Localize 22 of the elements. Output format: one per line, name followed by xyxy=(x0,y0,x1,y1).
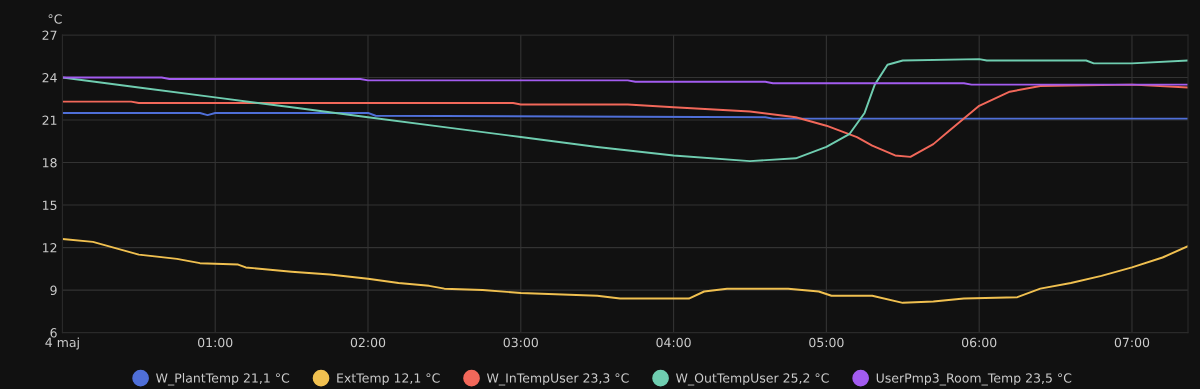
x-tick-label: 06:00 xyxy=(961,337,997,348)
y-tick-label: 24 xyxy=(42,72,57,83)
x-tick-label: 02:00 xyxy=(350,337,386,348)
x-tick-label: 4 maj xyxy=(45,337,79,350)
y-tick-label: 27 xyxy=(42,30,57,40)
x-tick-label: 03:00 xyxy=(503,337,538,348)
x-tick-label: 04:00 xyxy=(656,337,691,348)
y-tick-label: 6 xyxy=(50,328,57,338)
y-tick-label: 21 xyxy=(42,115,57,125)
legend-label: W_PlantTemp 21,1 °C xyxy=(156,373,290,386)
y-tick-label: 12 xyxy=(43,243,57,253)
y-tick-label: 18 xyxy=(43,158,57,168)
legend-label: UserPmp3_Room_Temp 23,5 °C xyxy=(876,373,1072,386)
legend-label: W_InTempUser 23,3 °C xyxy=(486,373,629,386)
legend-label: ExtTemp 12,1 °C xyxy=(337,373,440,386)
x-tick-label: 07:00 xyxy=(1114,337,1150,348)
legend-label: W_OutTempUser 25,2 °C xyxy=(675,373,829,386)
x-tick-label: 05:00 xyxy=(809,337,844,348)
y-tick-label: 15 xyxy=(43,200,57,210)
x-tick-label: 01:00 xyxy=(198,337,233,348)
y-tick-label: 9 xyxy=(50,285,57,296)
y-axis-title: °C xyxy=(48,14,62,24)
